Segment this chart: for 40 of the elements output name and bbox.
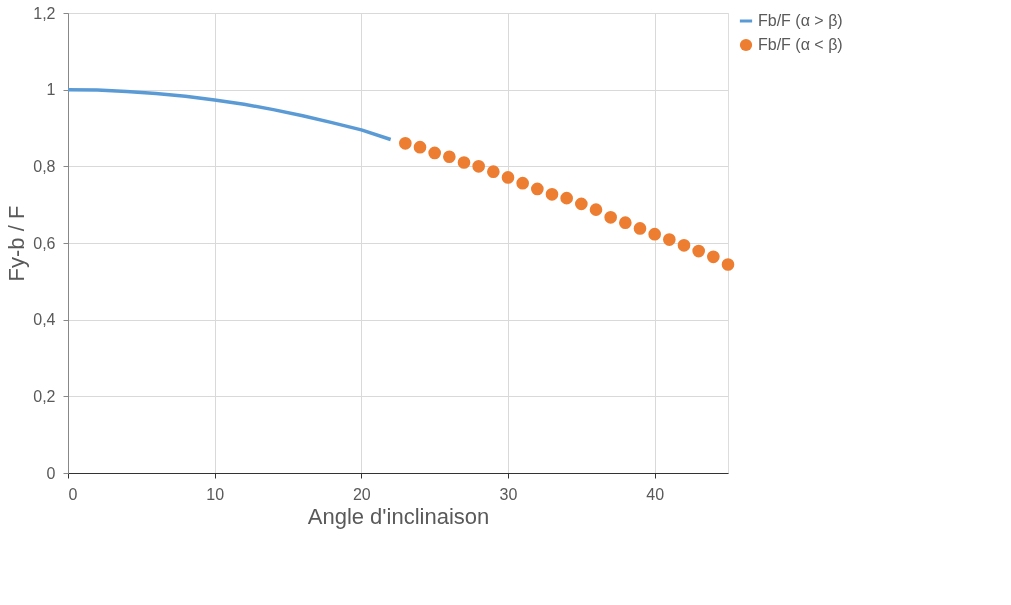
y-tick-label: 0: [46, 464, 56, 482]
point: [472, 160, 485, 173]
point: [457, 156, 471, 169]
y-tick-label: 0,2: [33, 387, 56, 405]
point: [575, 197, 588, 211]
y-axis-title: Fy-b / F: [4, 205, 30, 282]
y-tick-label: 1: [46, 81, 56, 99]
legend-label: Fb/F (α < β): [758, 36, 843, 53]
x-axis-title: Angle d'inclinaison: [307, 503, 490, 529]
point: [677, 238, 691, 252]
point: [604, 211, 617, 224]
point: [692, 244, 705, 258]
legend-label: Fb/F (α > β): [758, 12, 843, 29]
y-tick-label: 1,2: [33, 4, 56, 22]
y-tick-label: 0,6: [33, 234, 56, 252]
point: [399, 137, 412, 150]
point: [707, 250, 720, 264]
point: [428, 146, 441, 160]
x-tick-label: 10: [206, 485, 225, 503]
x-tick-label: 0: [68, 485, 78, 503]
point: [531, 182, 544, 196]
point: [545, 188, 559, 201]
y-tick-label: 0,4: [33, 311, 56, 329]
point: [648, 227, 661, 241]
x-tick-label: 30: [499, 485, 518, 503]
point: [633, 222, 647, 235]
line-series: [66, 87, 393, 142]
point: [413, 140, 427, 154]
point: [560, 191, 573, 205]
point: [501, 171, 515, 184]
point: [516, 176, 529, 190]
point: [619, 216, 632, 229]
point: [721, 258, 735, 271]
point: [487, 165, 500, 179]
x-tick-label: 20: [352, 485, 371, 503]
point: [443, 150, 456, 164]
point: [663, 233, 676, 246]
y-tick-label: 0,8: [33, 157, 56, 175]
x-tick-label: 40: [646, 485, 665, 503]
point: [589, 203, 603, 216]
